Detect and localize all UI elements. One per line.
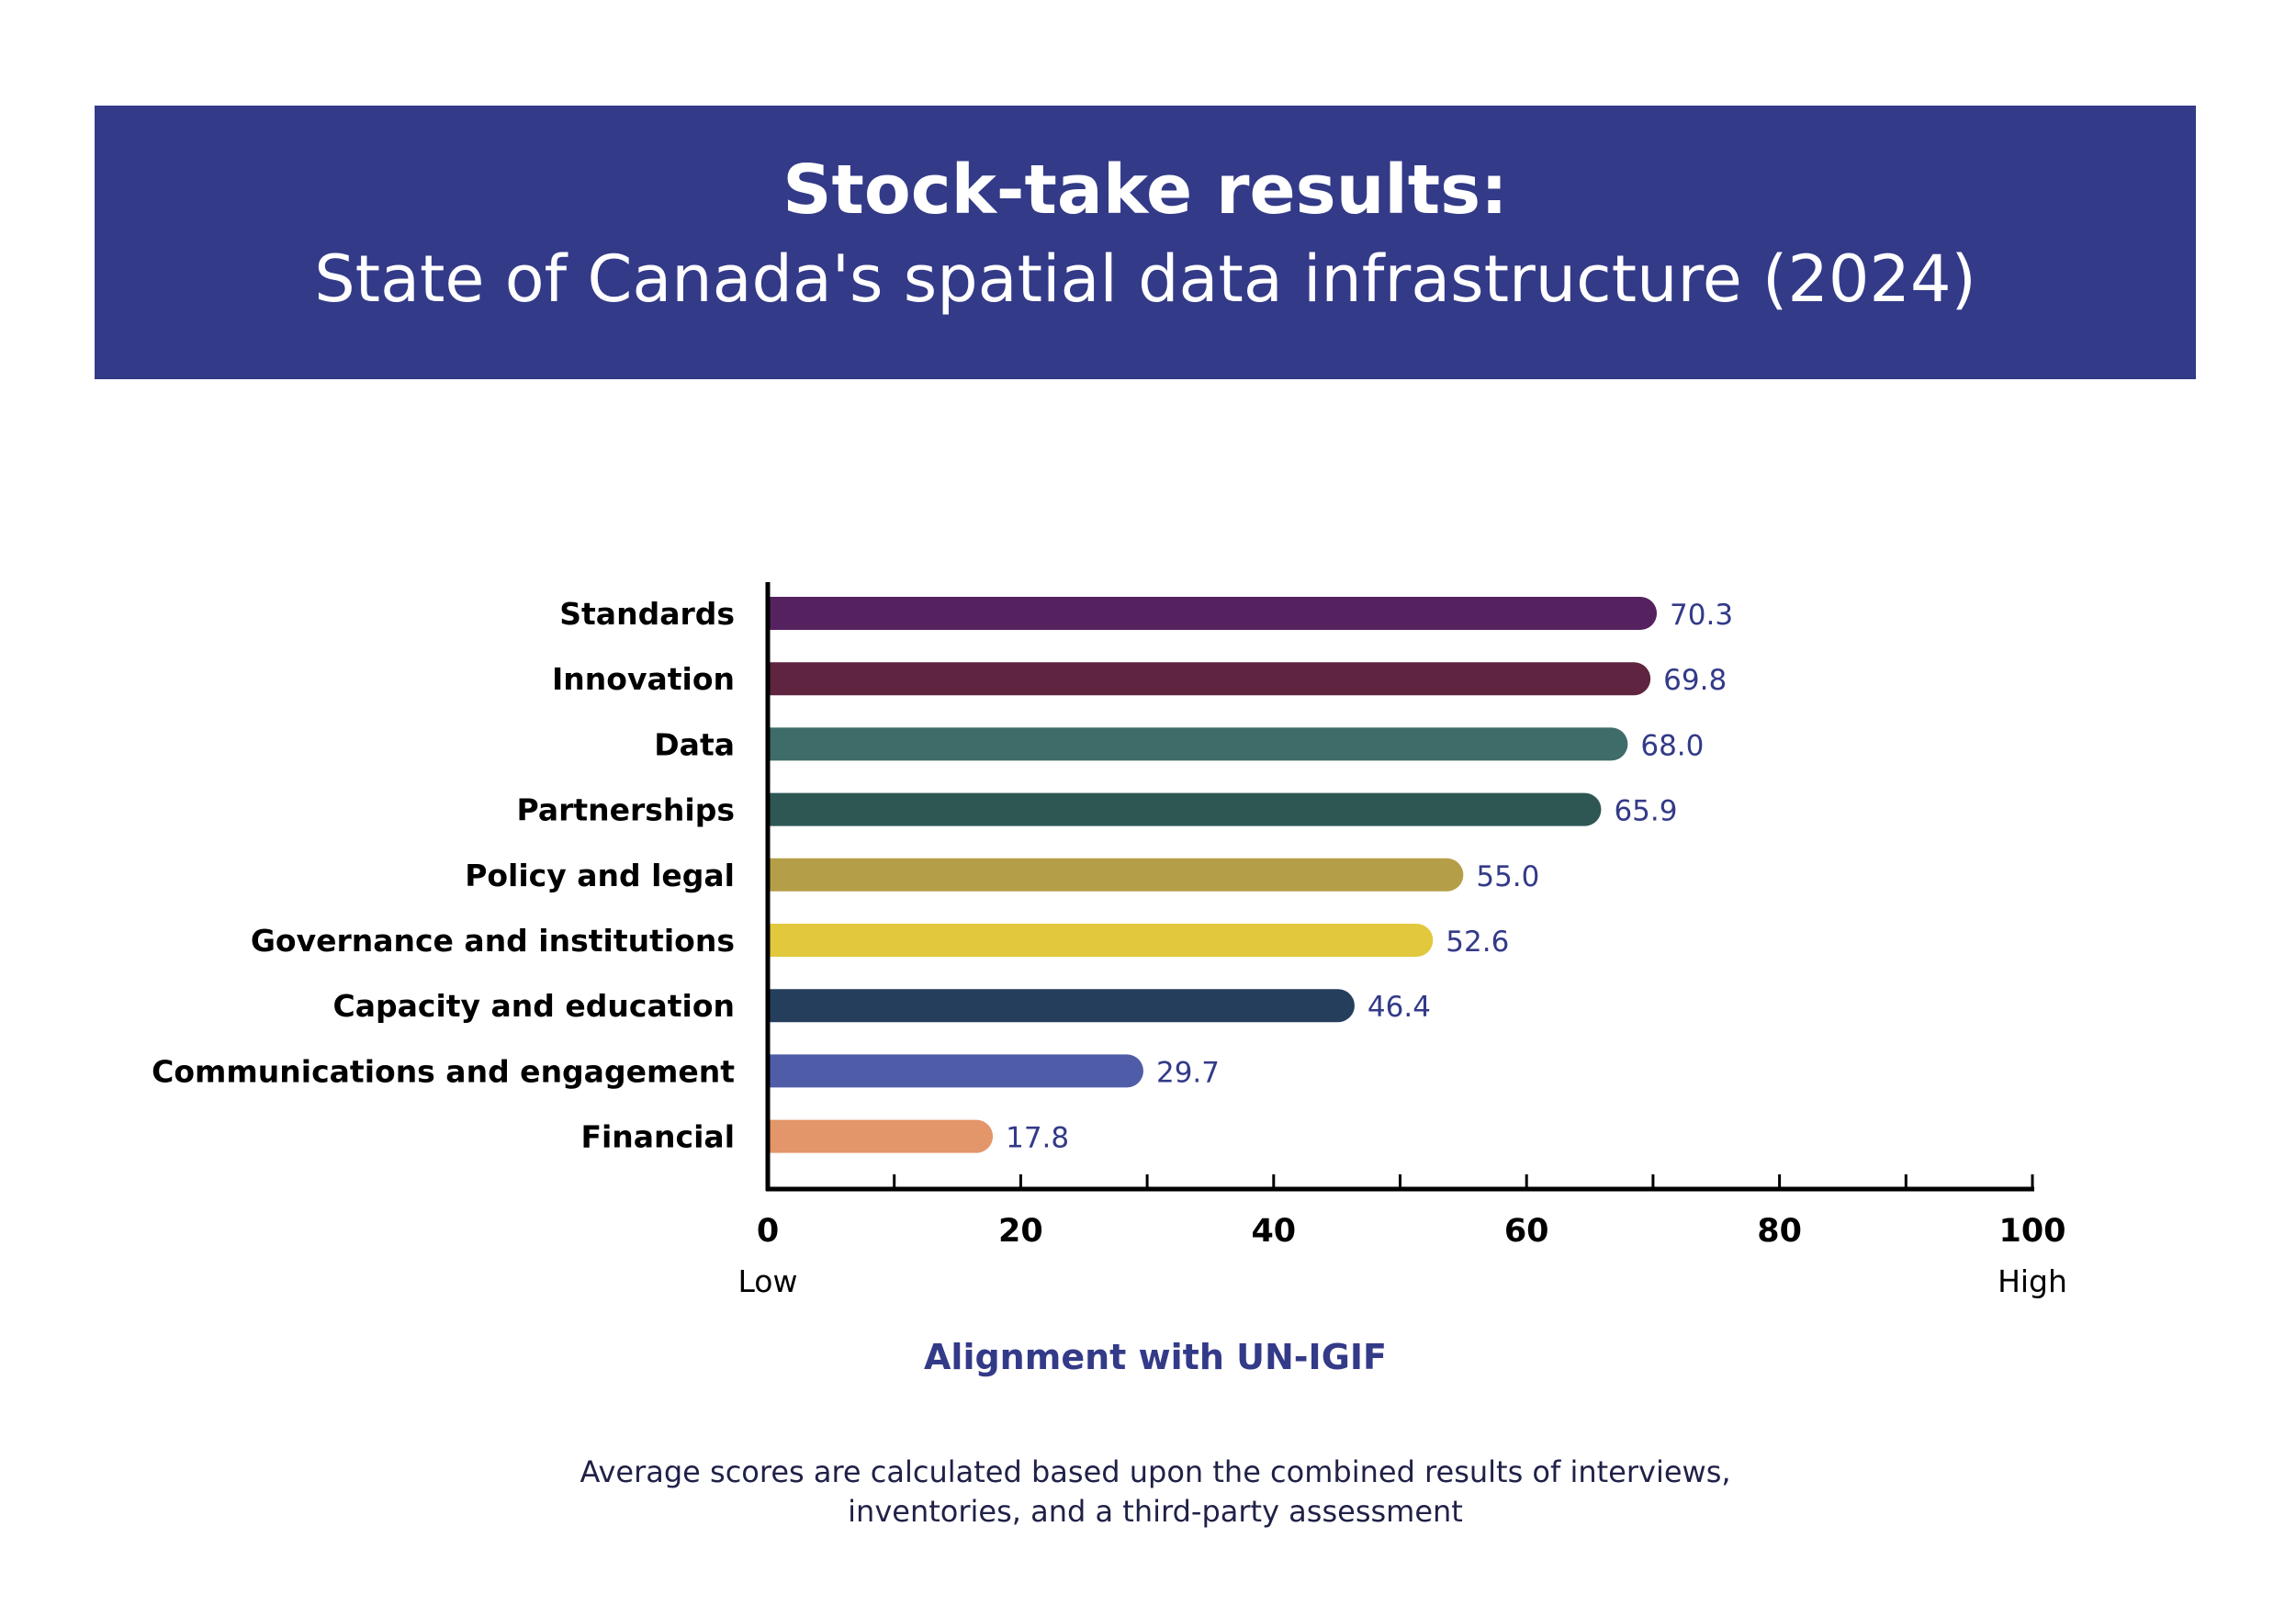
x-tick-label: 60 — [1504, 1213, 1549, 1250]
x-tick-label: 0 — [757, 1213, 779, 1250]
value-label: 69.8 — [1663, 664, 1727, 697]
value-label: 46.4 — [1367, 991, 1431, 1024]
footnote-line-2: inventories, and a third-party assessmen… — [848, 1494, 1463, 1529]
category-label: Standards — [559, 596, 735, 632]
chart-title: Stock-take results: — [782, 151, 1508, 230]
bar-8 — [768, 1054, 1143, 1088]
title-banner: Stock-take results: State of Canada's sp… — [95, 106, 2196, 379]
x-tick-label: 40 — [1251, 1213, 1296, 1250]
value-label: 17.8 — [1006, 1122, 1069, 1155]
category-label: Governance and institutions — [251, 923, 735, 959]
chart-subtitle: State of Canada's spatial data infrastru… — [314, 241, 1976, 317]
bar-7 — [768, 989, 1355, 1023]
bar-1 — [768, 597, 1658, 630]
category-label: Data — [654, 726, 735, 762]
value-label: 68.0 — [1640, 729, 1704, 762]
bar-5 — [768, 858, 1464, 892]
bar-3 — [768, 727, 1628, 761]
value-label: 55.0 — [1476, 860, 1539, 893]
category-label: Financial — [580, 1119, 735, 1155]
x-tick-label: 20 — [998, 1213, 1043, 1250]
category-label: Communications and engagement — [152, 1053, 735, 1089]
x-axis-title: Alignment with UN-IGIF — [924, 1337, 1387, 1377]
category-label: Innovation — [552, 661, 735, 697]
x-tick-label: 100 — [1998, 1213, 2065, 1250]
category-label: Policy and legal — [465, 858, 735, 893]
category-label: Capacity and education — [333, 988, 735, 1024]
bar-9 — [768, 1119, 994, 1153]
value-label: 29.7 — [1156, 1056, 1220, 1089]
value-label: 65.9 — [1614, 795, 1677, 828]
bar-4 — [768, 792, 1602, 826]
bar-6 — [768, 924, 1434, 957]
value-label: 70.3 — [1670, 599, 1733, 632]
footnote-line-1: Average scores are calculated based upon… — [580, 1454, 1731, 1489]
value-label: 52.6 — [1446, 926, 1509, 959]
bar-2 — [768, 662, 1651, 696]
category-label: Partnerships — [517, 792, 735, 828]
axis-high-label: High — [1998, 1263, 2067, 1299]
axis-low-label: Low — [738, 1263, 798, 1299]
x-tick-label: 80 — [1757, 1213, 1802, 1250]
